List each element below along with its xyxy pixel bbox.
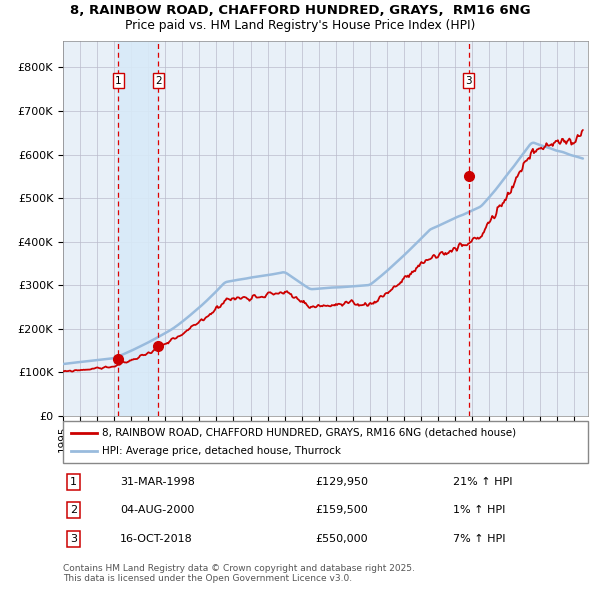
Text: 1: 1	[70, 477, 77, 487]
Text: 2: 2	[70, 506, 77, 515]
Text: HPI: Average price, detached house, Thurrock: HPI: Average price, detached house, Thur…	[103, 446, 341, 456]
Text: 8, RAINBOW ROAD, CHAFFORD HUNDRED, GRAYS, RM16 6NG (detached house): 8, RAINBOW ROAD, CHAFFORD HUNDRED, GRAYS…	[103, 428, 517, 438]
Text: £159,500: £159,500	[315, 506, 368, 515]
Text: 7% ↑ HPI: 7% ↑ HPI	[453, 534, 505, 543]
Text: 1: 1	[115, 76, 122, 86]
FancyBboxPatch shape	[63, 421, 588, 463]
Text: 16-OCT-2018: 16-OCT-2018	[120, 534, 193, 543]
Text: 21% ↑ HPI: 21% ↑ HPI	[453, 477, 512, 487]
Text: £550,000: £550,000	[315, 534, 368, 543]
Text: £129,950: £129,950	[315, 477, 368, 487]
Text: 3: 3	[70, 534, 77, 543]
Text: 3: 3	[465, 76, 472, 86]
Text: 31-MAR-1998: 31-MAR-1998	[120, 477, 195, 487]
Text: Contains HM Land Registry data © Crown copyright and database right 2025.
This d: Contains HM Land Registry data © Crown c…	[63, 563, 415, 583]
Text: Price paid vs. HM Land Registry's House Price Index (HPI): Price paid vs. HM Land Registry's House …	[125, 19, 475, 32]
Text: 8, RAINBOW ROAD, CHAFFORD HUNDRED, GRAYS,  RM16 6NG: 8, RAINBOW ROAD, CHAFFORD HUNDRED, GRAYS…	[70, 4, 530, 17]
Text: 04-AUG-2000: 04-AUG-2000	[120, 506, 194, 515]
Bar	[118, 41, 158, 416]
Text: 1% ↑ HPI: 1% ↑ HPI	[453, 506, 505, 515]
Text: 2: 2	[155, 76, 161, 86]
